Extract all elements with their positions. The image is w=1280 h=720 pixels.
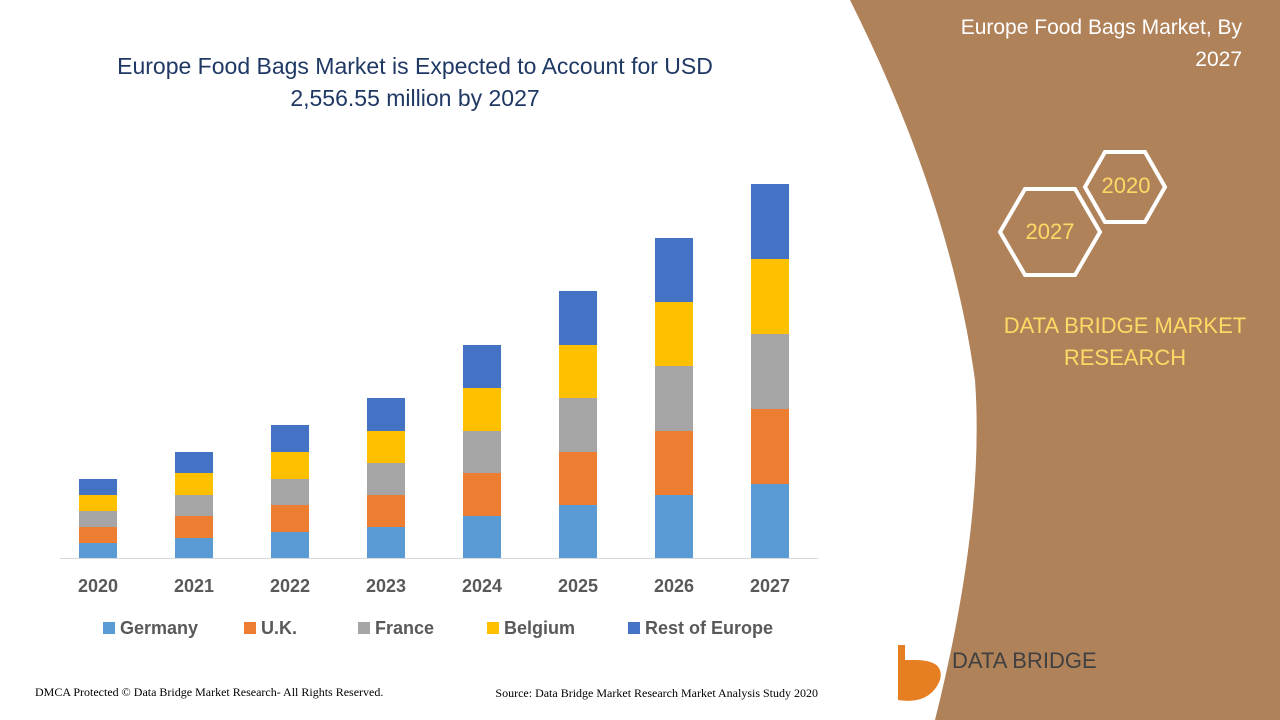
footer-left: DMCA Protected © Data Bridge Market Rese… [35,685,383,699]
legend-swatch [358,622,370,634]
plot: 2020 2021 2022 2023 2024 2025 2026 2027 Germany U… [78,184,790,638]
bar-segment [751,484,789,558]
logo-text: DATA BRIDGE [952,648,1097,673]
chart-title: Europe Food Bags Market is Expected to A… [117,53,713,111]
legend-label: U.K. [261,618,297,638]
bar-segment [367,431,405,463]
bar-segment [79,495,117,511]
legend-swatch [628,622,640,634]
bar-segment [751,334,789,409]
x-tick-label: 2023 [366,576,406,596]
x-tick-label: 2020 [78,576,118,596]
bar-segment [79,479,117,495]
brand: DATA BRIDGE MARKET RESEARCH [1003,313,1247,370]
legend-swatch [487,622,499,634]
bar-segment [463,388,501,431]
legend-swatch [244,622,256,634]
bar-segment [463,345,501,388]
panel-title: Europe Food Bags Market, By 2027 [961,16,1243,71]
bar-segment [271,452,309,479]
legend-label: Belgium [504,618,575,638]
bar-segment [559,291,597,345]
bar-segment [367,463,405,495]
bar-segment [559,505,597,558]
bar-segment [271,479,309,505]
bar-segment [271,505,309,532]
legend-label: France [375,618,434,638]
x-tick-label: 2021 [174,576,214,596]
hexagon [997,187,1103,277]
x-tick-label: 2026 [654,576,694,596]
hexagon [1082,150,1168,224]
bar-segment [751,409,789,484]
x-tick-label: 2025 [558,576,598,596]
footer-right: Source: Data Bridge Market Research Mark… [495,686,818,700]
bar-segment [271,425,309,452]
hex-label: 2027 [1026,219,1075,244]
brand-box: DATA BRIDGE MARKET RESEARCH [1003,313,1247,370]
hex-label: 2020 [1102,173,1151,198]
bar-segment [655,302,693,366]
logo-mark [898,645,941,701]
bar-segment [559,452,597,505]
bar-segment [175,516,213,538]
panel-title-line: Europe Food Bags Market, By [961,16,1243,39]
bar-segment [655,495,693,558]
bar-segment [175,538,213,558]
bar-segment [751,259,789,334]
legend-label: Rest of Europe [645,618,773,638]
title-box: Europe Food Bags Market is Expected to A… [117,53,713,111]
bar-segment [175,452,213,473]
side-panel [850,0,1280,720]
bar-segment [175,473,213,495]
bar-segment [751,184,789,259]
bar-segment [655,366,693,431]
x-tick-label: 2024 [462,576,502,596]
bar-segment [655,431,693,495]
x-tick-label: 2027 [750,576,790,596]
bar-segment [367,398,405,431]
bar-segment [655,238,693,302]
bar-segment [463,516,501,558]
bar-segment [559,345,597,398]
bar-segment [463,431,501,473]
legend-label: Germany [120,618,198,638]
bar-segment [175,495,213,516]
bar-segment [463,473,501,516]
x-tick-label: 2022 [270,576,310,596]
bar-segment [559,398,597,452]
bar-segment [79,527,117,543]
panel-title-line: 2027 [1195,48,1242,71]
bar-segment [367,527,405,558]
bar-segment [79,511,117,527]
bar-segment [367,495,405,527]
legend-swatch [103,622,115,634]
bar-segment [271,532,309,558]
bar-segment [79,543,117,558]
